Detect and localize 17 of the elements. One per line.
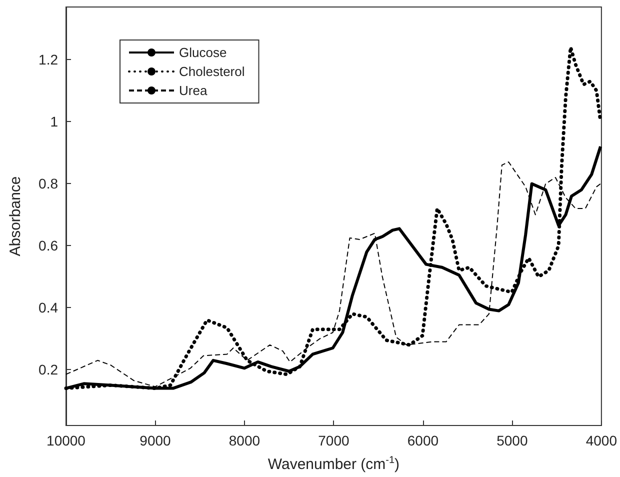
x-tick-label: 10000 xyxy=(46,432,86,448)
y-tick-label: 0.2 xyxy=(38,362,58,378)
x-tick-label: 7000 xyxy=(318,432,350,448)
x-tick-label: 6000 xyxy=(407,432,439,448)
y-axis-title: Absorbance xyxy=(7,176,24,256)
y-tick-label: 0.6 xyxy=(38,238,58,254)
legend-label: Glucose xyxy=(179,45,227,60)
y-tick-label: 0.4 xyxy=(38,300,58,316)
y-tick-label: 0.8 xyxy=(38,176,58,192)
y-tick-label: 1.2 xyxy=(38,52,58,68)
x-tick-label: 8000 xyxy=(228,432,260,448)
legend-label: Cholesterol xyxy=(179,64,245,79)
y-tick-label: 1 xyxy=(50,114,58,130)
x-tick-label: 5000 xyxy=(496,432,528,448)
x-tick-label: 9000 xyxy=(140,432,172,448)
legend-label: Urea xyxy=(179,83,208,98)
x-tick-label: 4000 xyxy=(586,432,618,448)
